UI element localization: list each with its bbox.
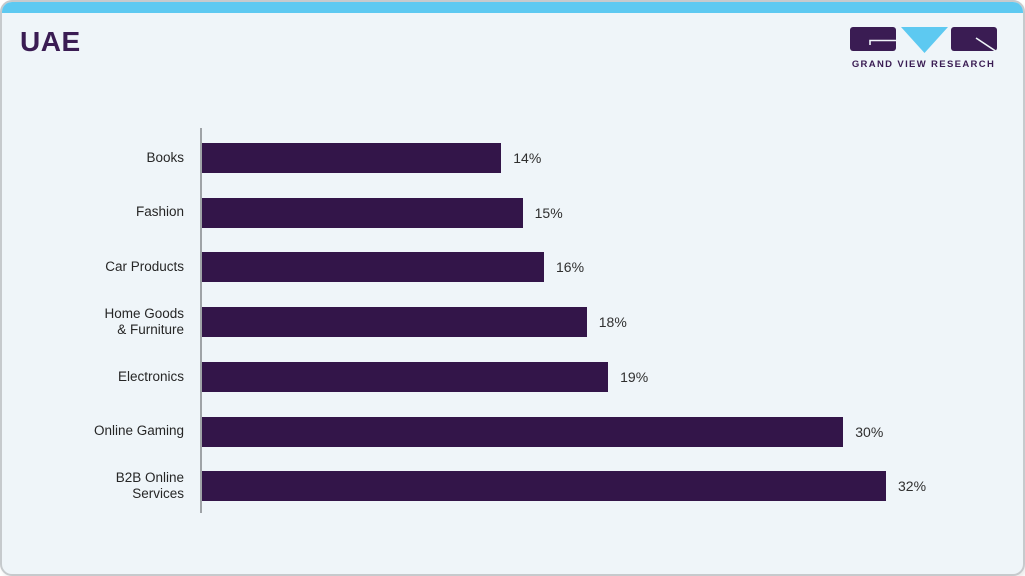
value-label: 15% bbox=[534, 204, 563, 221]
bar-row: Books 14% bbox=[2, 131, 1023, 186]
category-label: Fashion bbox=[135, 204, 184, 220]
bar-rows: Books 14% Fashion 15% Car Products 16% Home Go… bbox=[2, 131, 1023, 514]
accent-top-strip bbox=[2, 2, 1023, 13]
bar-track: 16% bbox=[200, 252, 1023, 283]
bar-track: 19% bbox=[200, 361, 1023, 392]
bar-row: Home Goods & Furniture 18% bbox=[2, 295, 1023, 350]
y-axis-line bbox=[200, 128, 202, 513]
bar bbox=[202, 307, 587, 338]
gvr-logo-icon bbox=[850, 27, 997, 53]
value-label: 32% bbox=[898, 478, 927, 495]
bar bbox=[202, 197, 523, 228]
value-label: 14% bbox=[513, 149, 542, 166]
bar bbox=[202, 471, 886, 502]
value-label: 16% bbox=[556, 259, 585, 276]
brand-name: GRAND VIEW RESEARCH bbox=[851, 59, 996, 70]
category-label: B2B Online Services bbox=[115, 469, 184, 502]
bar-track: 32% bbox=[200, 471, 1023, 502]
category-label: Online Gaming bbox=[93, 423, 184, 439]
bar-row: Car Products 16% bbox=[2, 240, 1023, 295]
bar-track: 18% bbox=[200, 307, 1023, 338]
value-label: 30% bbox=[855, 423, 884, 440]
bar bbox=[202, 361, 609, 392]
page-title: UAE bbox=[20, 26, 81, 57]
bar-track: 14% bbox=[200, 142, 1023, 173]
bar-row: Fashion 15% bbox=[2, 185, 1023, 240]
category-label: Home Goods & Furniture bbox=[104, 305, 184, 338]
brand-logo: GRAND VIEW RESEARCH bbox=[850, 27, 997, 70]
bar-track: 30% bbox=[200, 416, 1023, 447]
bar-row: Electronics 19% bbox=[2, 350, 1023, 405]
bar-row: B2B Online Services 32% bbox=[2, 459, 1023, 514]
category-label: Car Products bbox=[105, 259, 184, 275]
bar-track: 15% bbox=[200, 197, 1023, 228]
bar bbox=[202, 252, 544, 283]
bar bbox=[202, 416, 844, 447]
value-label: 18% bbox=[598, 314, 627, 331]
bar bbox=[202, 142, 502, 173]
bar-row: Online Gaming 30% bbox=[2, 404, 1023, 459]
value-label: 19% bbox=[620, 368, 649, 385]
category-label: Electronics bbox=[117, 368, 184, 384]
category-label: Books bbox=[146, 149, 184, 165]
